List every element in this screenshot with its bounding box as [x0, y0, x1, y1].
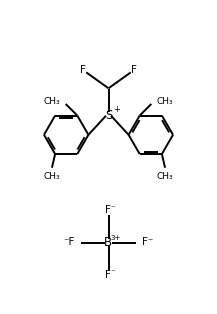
Text: CH₃: CH₃	[44, 172, 60, 181]
Text: +: +	[113, 106, 120, 114]
Text: F: F	[80, 65, 86, 75]
Text: CH₃: CH₃	[157, 97, 173, 106]
Text: ⁻: ⁻	[111, 268, 115, 277]
Text: F: F	[105, 205, 110, 215]
Text: 3+: 3+	[110, 235, 120, 241]
Text: CH₃: CH₃	[157, 172, 173, 181]
Text: S: S	[105, 109, 112, 122]
Text: ⁻: ⁻	[111, 204, 115, 213]
Text: ⁻F: ⁻F	[64, 236, 75, 246]
Text: F: F	[105, 270, 110, 280]
Text: CH₃: CH₃	[44, 97, 60, 106]
Text: F⁻: F⁻	[142, 236, 153, 246]
Text: B: B	[103, 236, 112, 249]
Text: F: F	[131, 65, 137, 75]
